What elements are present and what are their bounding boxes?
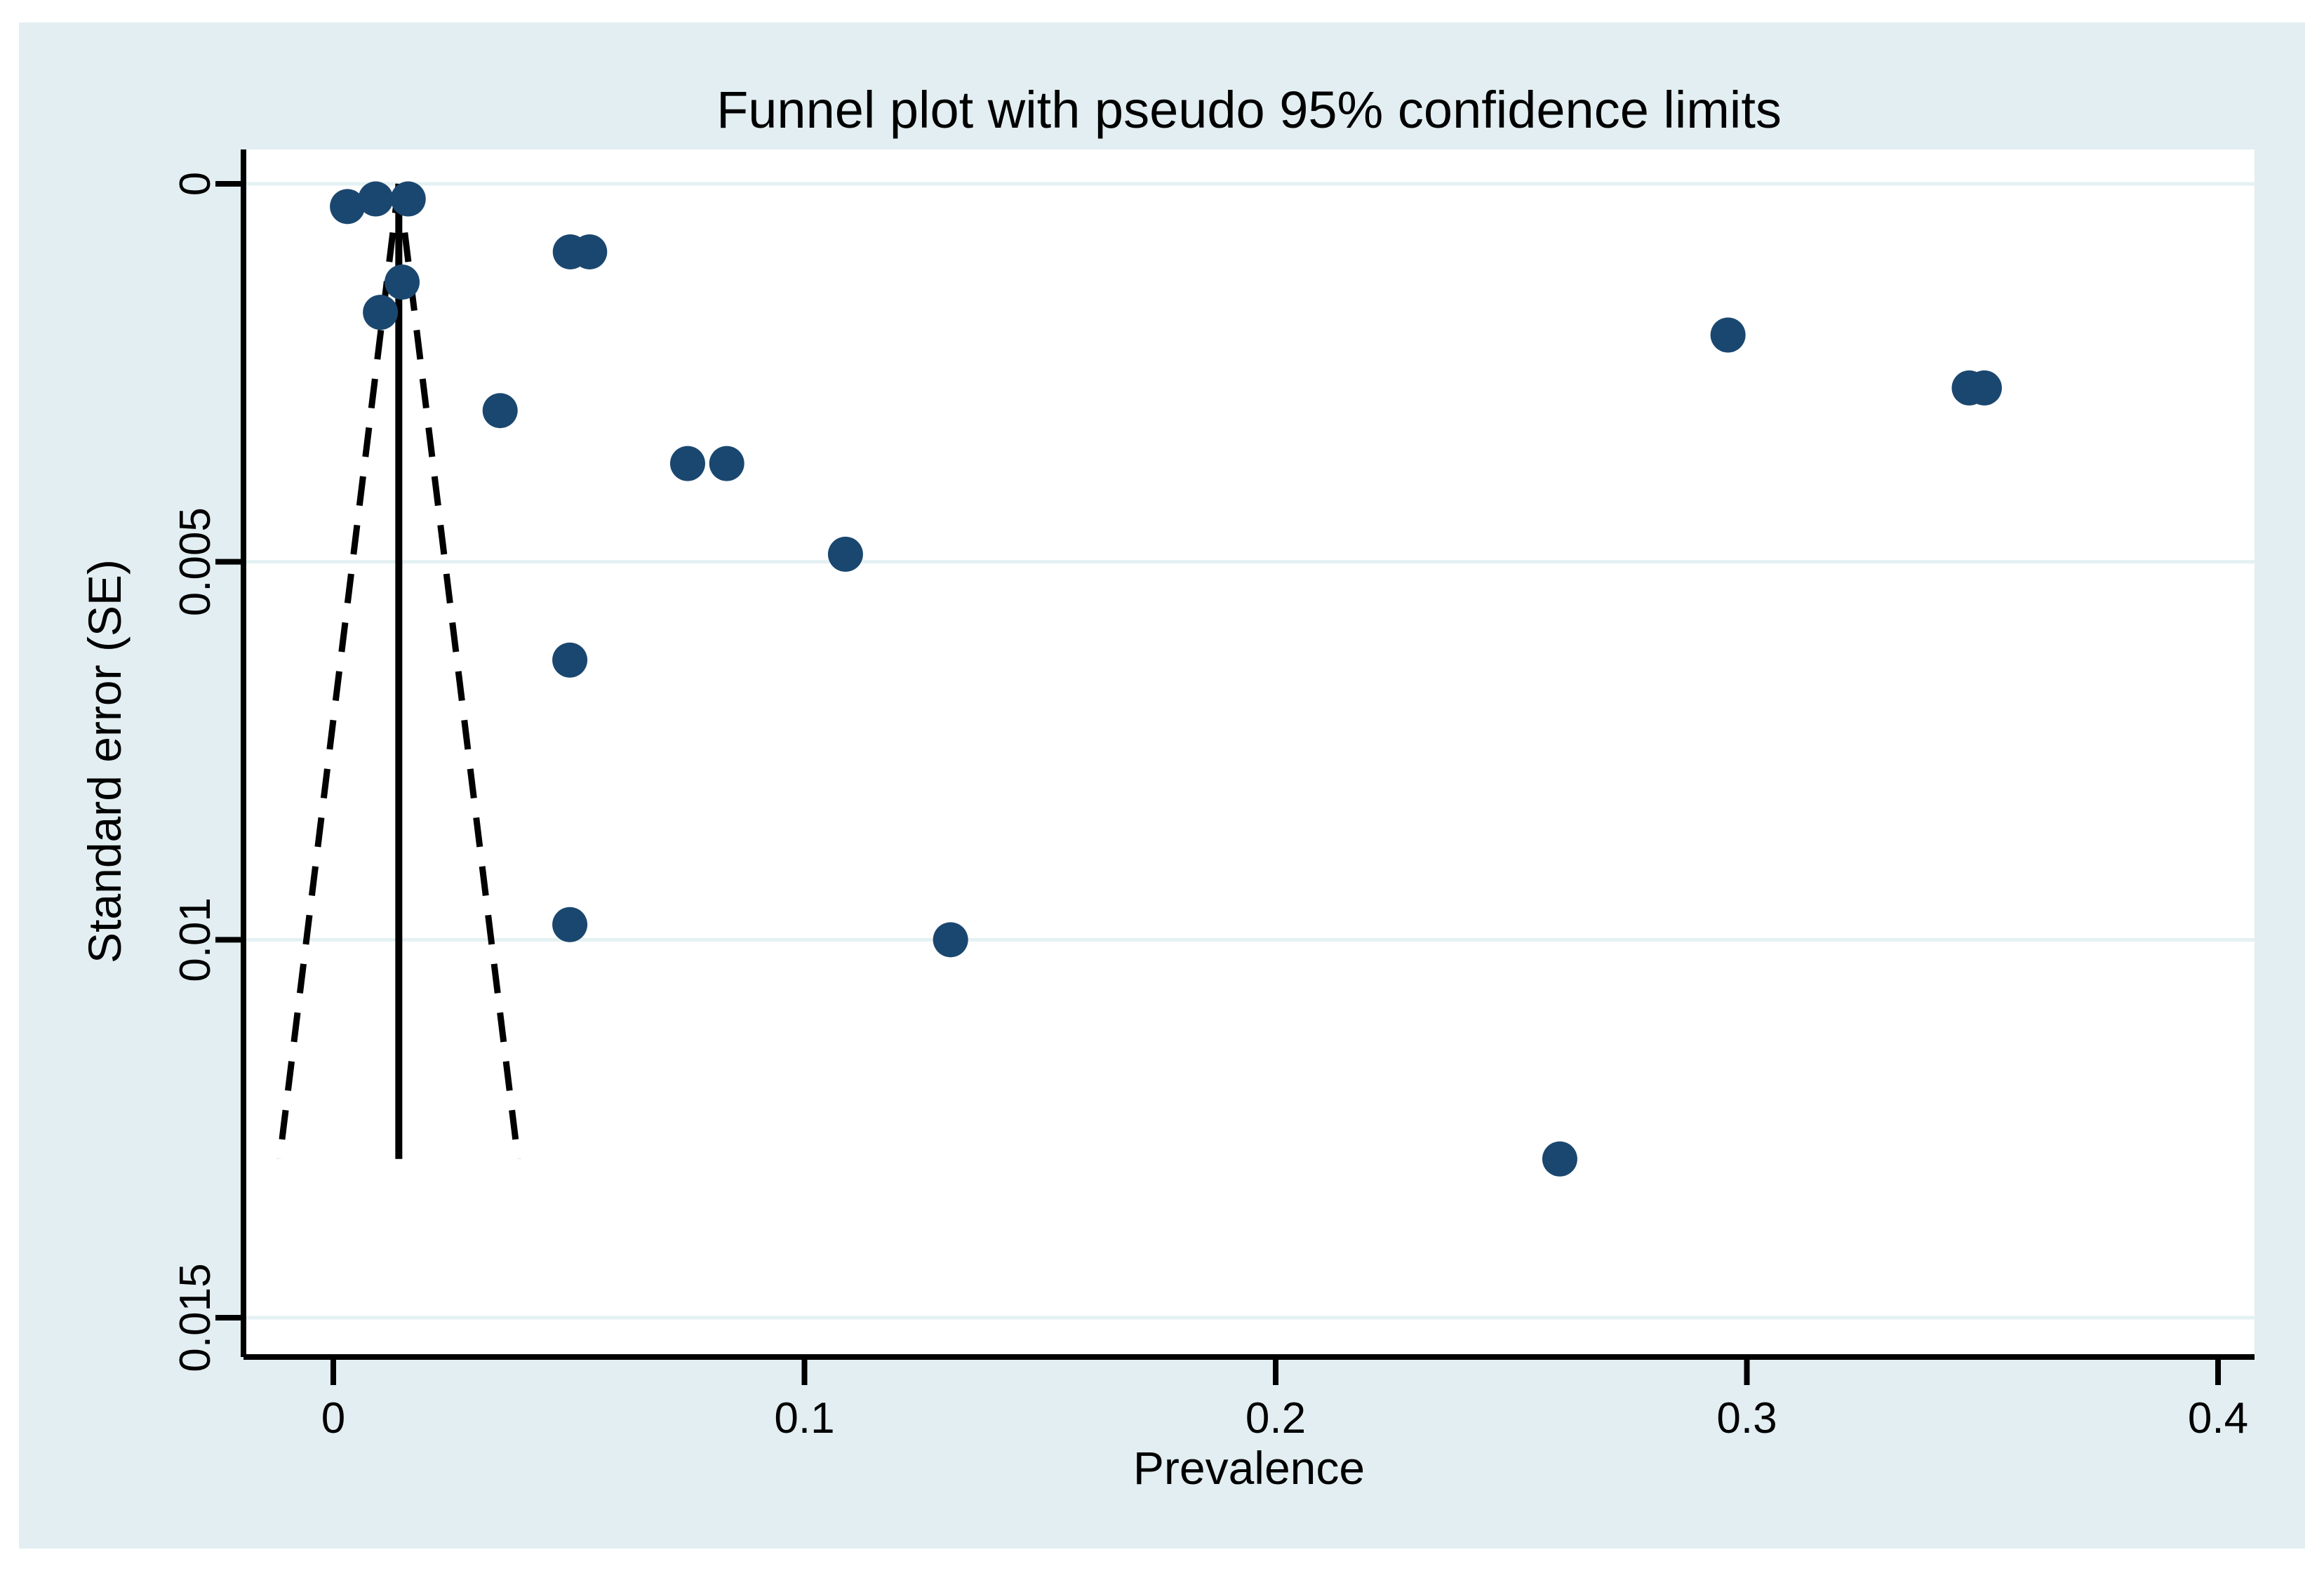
data-point	[1542, 1141, 1577, 1177]
data-point	[363, 295, 399, 330]
data-point	[552, 642, 588, 678]
pseudo-confidence-limit-lines	[276, 183, 521, 1160]
chart-title: Funnel plot with pseudo 95% confidence l…	[716, 81, 1782, 139]
axes	[215, 149, 2255, 1385]
data-point	[385, 265, 420, 300]
data-point	[390, 181, 426, 217]
data-point	[827, 536, 863, 572]
data-point	[933, 922, 968, 958]
data-point	[709, 446, 744, 481]
plot-area	[243, 149, 2255, 1357]
x-axis-title: Prevalence	[1133, 1442, 1365, 1494]
x-tick-label: 0.3	[1716, 1394, 1777, 1443]
data-point	[1710, 317, 1746, 353]
data-points	[330, 181, 2002, 1177]
y-tick-label: 0.01	[171, 897, 220, 982]
data-point	[669, 446, 705, 481]
y-tick-label: 0.015	[171, 1263, 220, 1372]
x-tick-label: 0.4	[2188, 1394, 2248, 1443]
data-point	[1966, 370, 2002, 406]
y-axis-title: Standard error (SE)	[79, 559, 131, 963]
upper-confidence-limit-line	[395, 183, 521, 1160]
tick-labels: 0 0.005 0.01 0.015 0 0.1 0.2 0.3 0.4	[171, 172, 2248, 1443]
data-point	[330, 189, 366, 225]
x-tick-label: 0.2	[1246, 1394, 1306, 1443]
gridlines	[243, 182, 2255, 1320]
y-tick-label: 0	[171, 172, 220, 196]
x-tick-label: 0	[321, 1394, 345, 1443]
data-point	[358, 181, 394, 217]
data-point	[482, 393, 518, 429]
lower-confidence-limit-line	[276, 183, 402, 1160]
data-point	[552, 907, 588, 942]
x-tick-label: 0.1	[774, 1394, 834, 1443]
data-point	[572, 234, 608, 269]
y-tick-label: 0.005	[171, 507, 220, 616]
